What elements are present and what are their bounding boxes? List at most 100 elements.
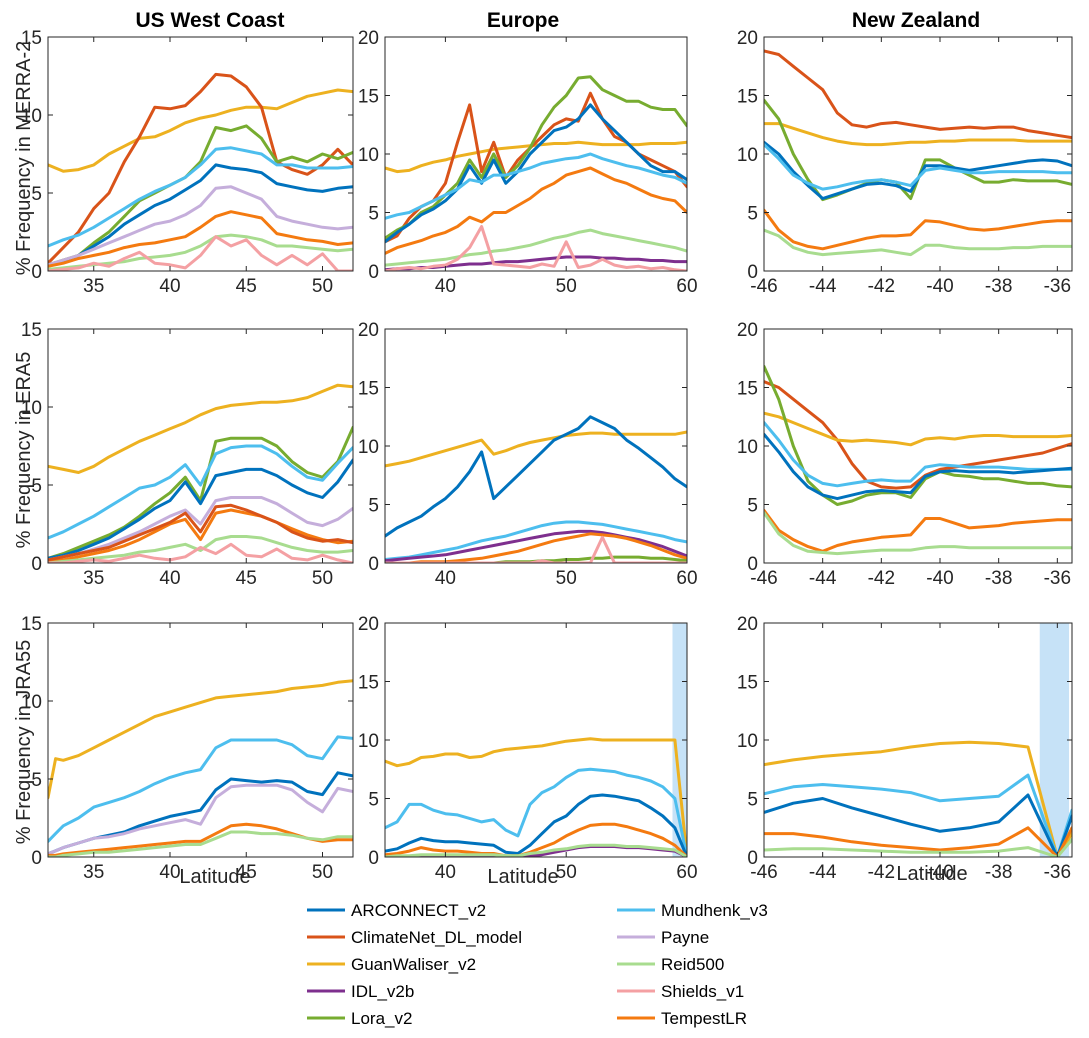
y-tick-label: 10 <box>21 398 42 419</box>
panel-nz-era5: -46 -44 -42 -40 -38 -36 0 5 10 15 20 <box>737 320 1073 589</box>
legend-item-lora-v2: Lora_v2 <box>307 1009 412 1028</box>
series-line-arconnect-v2 <box>48 163 353 268</box>
y-tick-label: 0 <box>747 848 758 869</box>
series-line-mundhenk-v3 <box>385 767 687 857</box>
x-tick-label: 50 <box>556 568 577 589</box>
x-tick-label: 50 <box>312 862 333 883</box>
series-line-mundhenk-v3 <box>764 143 1072 191</box>
series-line-payne <box>48 185 353 267</box>
x-tick-label: -38 <box>985 862 1012 883</box>
y-tick-label: 5 <box>31 184 42 205</box>
y-tick-label: 10 <box>737 145 758 166</box>
legend-item-tempestlr: TempestLR <box>617 1009 747 1028</box>
x-tick-label: 50 <box>312 568 333 589</box>
x-tick-label: -46 <box>750 568 777 589</box>
legend-label: Mundhenk_v3 <box>661 901 768 920</box>
series-line-shields-v1 <box>385 225 687 271</box>
x-tick-label: -42 <box>868 276 895 297</box>
axes-frame <box>47 36 354 272</box>
y-tick-label: 5 <box>747 790 758 811</box>
series-line-tempestlr <box>764 826 1072 857</box>
legend-item-mundhenk-v3: Mundhenk_v3 <box>617 901 768 920</box>
column-title-us-west-coast: US West Coast <box>136 9 285 32</box>
legend-label: IDL_v2b <box>351 982 414 1001</box>
y-tick-label: 15 <box>737 87 758 108</box>
axes-frame <box>47 622 354 858</box>
y-tick-label: 5 <box>368 204 379 225</box>
series-line-lora-v2 <box>764 364 1072 506</box>
series-line-payne <box>48 783 353 856</box>
x-tick-label: -36 <box>1044 568 1071 589</box>
x-tick-label: 35 <box>83 862 104 883</box>
y-tick-label: 5 <box>31 770 42 791</box>
series-line-tempestlr <box>764 508 1072 553</box>
y-tick-label: 15 <box>358 87 379 108</box>
y-tick-label: 0 <box>31 848 42 869</box>
x-tick-label: 40 <box>435 276 456 297</box>
x-tick-label: -44 <box>809 276 837 297</box>
series-line-guanwaliser-v2 <box>385 430 687 468</box>
y-tick-label: 15 <box>358 379 379 400</box>
y-tick-label: 5 <box>368 496 379 517</box>
y-tick-label: 0 <box>747 554 758 575</box>
x-tick-label: 45 <box>236 862 257 883</box>
series-line-guanwaliser-v2 <box>764 411 1072 447</box>
legend-label: Lora_v2 <box>351 1009 412 1028</box>
y-tick-label: 10 <box>21 692 42 713</box>
x-tick-label: -40 <box>926 276 953 297</box>
x-tick-label: -44 <box>809 568 837 589</box>
y-tick-label: 15 <box>21 28 42 49</box>
series-line-arconnect-v2 <box>385 793 687 857</box>
x-tick-label: 60 <box>676 862 697 883</box>
series-line-arconnect-v2 <box>764 793 1072 857</box>
y-tick-label: 20 <box>737 28 758 49</box>
legend: ARCONNECT_v2 ClimateNet_DL_model GuanWalis… <box>300 884 812 1034</box>
y-tick-label: 0 <box>747 262 758 283</box>
x-tick-label: 45 <box>236 568 257 589</box>
series-line-climatenet-dl-model <box>764 380 1072 490</box>
series-line-climatenet-dl-model <box>48 72 353 265</box>
xlabel-europe: Latitude <box>487 866 558 888</box>
series-line-lora-v2 <box>385 75 687 240</box>
x-tick-label: 40 <box>435 862 456 883</box>
y-tick-label: 10 <box>358 145 379 166</box>
series-line-idl-v2b <box>385 529 687 563</box>
series-line-mundhenk-v3 <box>48 735 353 843</box>
y-tick-label: 0 <box>368 848 379 869</box>
y-tick-label: 0 <box>368 262 379 283</box>
legend-item-reid500: Reid500 <box>617 955 724 974</box>
panel-uswc-merra2: 35 40 45 50 0 5 10 15 <box>21 28 354 297</box>
plot-area <box>48 623 353 857</box>
x-tick-label: 35 <box>83 276 104 297</box>
xlabel-us-west-coast: Latitude <box>179 866 250 888</box>
x-tick-label: -46 <box>750 276 777 297</box>
y-tick-label: 0 <box>31 554 42 575</box>
x-tick-label: 60 <box>676 568 697 589</box>
series-line-payne <box>48 496 353 562</box>
series-line-reid500 <box>764 838 1072 857</box>
y-tick-label: 0 <box>31 262 42 283</box>
y-tick-label: 10 <box>358 731 379 752</box>
y-tick-label: 15 <box>737 673 758 694</box>
series-line-shields-v1 <box>48 235 353 271</box>
y-tick-label: 15 <box>358 673 379 694</box>
x-tick-label: 50 <box>556 276 577 297</box>
x-tick-label: -42 <box>868 568 895 589</box>
panel-europe-jra55: 40 50 60 0 5 10 15 20 <box>358 614 698 883</box>
series-line-mundhenk-v3 <box>764 773 1072 857</box>
series-line-arconnect-v2 <box>385 415 687 538</box>
series-line-guanwaliser-v2 <box>764 122 1072 147</box>
series-line-reid500 <box>48 535 353 563</box>
series-line-arconnect-v2 <box>385 103 687 244</box>
y-tick-label: 5 <box>31 476 42 497</box>
x-tick-label: 40 <box>435 568 456 589</box>
series-line-reid500 <box>48 830 353 857</box>
plot-area <box>48 329 353 563</box>
plot-area <box>764 37 1072 271</box>
x-tick-label: -38 <box>985 568 1012 589</box>
series-line-guanwaliser-v2 <box>385 140 687 174</box>
x-tick-label: 40 <box>159 862 180 883</box>
x-tick-label: -42 <box>868 862 895 883</box>
x-tick-label: -46 <box>750 862 777 883</box>
y-tick-label: 5 <box>368 790 379 811</box>
